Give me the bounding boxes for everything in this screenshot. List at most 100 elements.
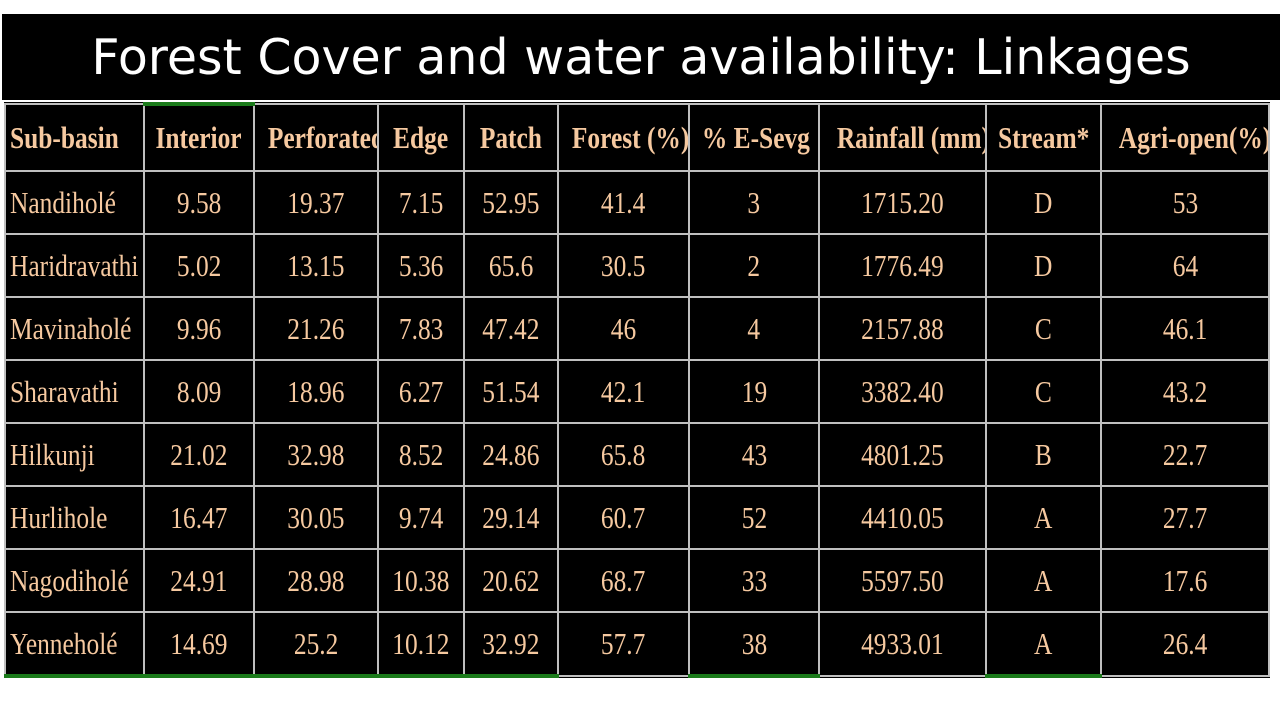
cell-edge: 10.38 xyxy=(377,548,465,613)
cell-perforated: 28.98 xyxy=(253,548,379,613)
col-header-edge: Edge xyxy=(377,103,465,172)
cell-forest: 57.7 xyxy=(557,611,690,677)
cell-rainfall: 3382.40 xyxy=(818,359,987,424)
cell-agri-open: 22.7 xyxy=(1100,422,1270,487)
cell-edge: 7.83 xyxy=(377,296,465,361)
cell-stream: A xyxy=(985,485,1102,550)
cell-stream: D xyxy=(985,170,1102,235)
cell-forest: 60.7 xyxy=(557,485,690,550)
cell-stream: A xyxy=(985,548,1102,613)
cell-patch: 32.92 xyxy=(463,611,559,678)
cell-patch: 20.62 xyxy=(463,548,559,613)
cell-stream: A xyxy=(985,611,1102,678)
col-header-e-sevg: % E-Sevg xyxy=(688,103,820,172)
cell-patch: 29.14 xyxy=(463,485,559,550)
cell-patch: 24.86 xyxy=(463,422,559,487)
table-row: Haridravathi 5.02 13.15 5.36 65.6 30.5 2… xyxy=(4,233,1270,298)
cell-patch: 51.54 xyxy=(463,359,559,424)
table-row: Nagodiholé 24.91 28.98 10.38 20.62 68.7 … xyxy=(4,548,1270,613)
cell-sub-basin: Nagodiholé xyxy=(4,548,145,613)
cell-rainfall: 1776.49 xyxy=(818,233,987,298)
cell-forest: 42.1 xyxy=(557,359,690,424)
col-header-perforated: Perforated xyxy=(253,103,379,172)
cell-perforated: 25.2 xyxy=(253,611,379,678)
table-row: Nandiholé 9.58 19.37 7.15 52.95 41.4 3 1… xyxy=(4,170,1270,235)
cell-patch: 47.42 xyxy=(463,296,559,361)
cell-edge: 7.15 xyxy=(377,170,465,235)
cell-stream: B xyxy=(985,422,1102,487)
cell-interior: 14.69 xyxy=(143,611,255,678)
cell-rainfall: 2157.88 xyxy=(818,296,987,361)
table-row: Hurlihole 16.47 30.05 9.74 29.14 60.7 52… xyxy=(4,485,1270,550)
cell-interior: 8.09 xyxy=(143,359,255,424)
cell-rainfall: 4410.05 xyxy=(818,485,987,550)
cell-sub-basin: Haridravathi xyxy=(4,233,145,298)
cell-interior: 16.47 xyxy=(143,485,255,550)
cell-patch: 52.95 xyxy=(463,170,559,235)
cell-interior: 24.91 xyxy=(143,548,255,613)
cell-perforated: 19.37 xyxy=(253,170,379,235)
cell-agri-open: 64 xyxy=(1100,233,1270,298)
cell-perforated: 30.05 xyxy=(253,485,379,550)
cell-e-sevg: 3 xyxy=(688,170,820,235)
cell-interior: 9.58 xyxy=(143,170,255,235)
cell-perforated: 13.15 xyxy=(253,233,379,298)
cell-forest: 41.4 xyxy=(557,170,690,235)
cell-e-sevg: 2 xyxy=(688,233,820,298)
cell-forest: 46 xyxy=(557,296,690,361)
cell-interior: 9.96 xyxy=(143,296,255,361)
cell-sub-basin: Hilkunji xyxy=(4,422,145,487)
cell-edge: 5.36 xyxy=(377,233,465,298)
cell-sub-basin: Hurlihole xyxy=(4,485,145,550)
cell-agri-open: 53 xyxy=(1100,170,1270,235)
table-row: Mavinaholé 9.96 21.26 7.83 47.42 46 4 21… xyxy=(4,296,1270,361)
data-table: Sub-basin Interior Perforated Edge Patch… xyxy=(4,102,1270,678)
cell-agri-open: 46.1 xyxy=(1100,296,1270,361)
cell-rainfall: 1715.20 xyxy=(818,170,987,235)
cell-agri-open: 17.6 xyxy=(1100,548,1270,613)
col-header-agri-open: Agri-open(%) xyxy=(1100,103,1270,172)
title-bar: Forest Cover and water availability: Lin… xyxy=(2,14,1280,100)
table-row: Sharavathi 8.09 18.96 6.27 51.54 42.1 19… xyxy=(4,359,1270,424)
cell-sub-basin: Sharavathi xyxy=(4,359,145,424)
table-row: Yenneholé 14.69 25.2 10.12 32.92 57.7 38… xyxy=(4,611,1270,678)
col-header-forest: Forest (%) xyxy=(557,103,690,172)
cell-e-sevg: 4 xyxy=(688,296,820,361)
cell-agri-open: 43.2 xyxy=(1100,359,1270,424)
cell-forest: 65.8 xyxy=(557,422,690,487)
col-header-interior: Interior xyxy=(143,102,255,172)
cell-e-sevg: 19 xyxy=(688,359,820,424)
cell-sub-basin: Mavinaholé xyxy=(4,296,145,361)
cell-e-sevg: 43 xyxy=(688,422,820,487)
cell-forest: 68.7 xyxy=(557,548,690,613)
cell-stream: D xyxy=(985,233,1102,298)
cell-edge: 6.27 xyxy=(377,359,465,424)
cell-edge: 10.12 xyxy=(377,611,465,678)
cell-agri-open: 26.4 xyxy=(1100,611,1270,677)
cell-interior: 5.02 xyxy=(143,233,255,298)
cell-e-sevg: 38 xyxy=(688,611,820,678)
cell-perforated: 32.98 xyxy=(253,422,379,487)
col-header-rainfall: Rainfall (mm) xyxy=(818,103,987,172)
table-row: Hilkunji 21.02 32.98 8.52 24.86 65.8 43 … xyxy=(4,422,1270,487)
cell-stream: C xyxy=(985,296,1102,361)
cell-e-sevg: 52 xyxy=(688,485,820,550)
col-header-sub-basin: Sub-basin xyxy=(4,103,145,172)
cell-perforated: 21.26 xyxy=(253,296,379,361)
cell-edge: 8.52 xyxy=(377,422,465,487)
slide-title: Forest Cover and water availability: Lin… xyxy=(91,28,1191,86)
cell-perforated: 18.96 xyxy=(253,359,379,424)
cell-agri-open: 27.7 xyxy=(1100,485,1270,550)
cell-forest: 30.5 xyxy=(557,233,690,298)
cell-rainfall: 4801.25 xyxy=(818,422,987,487)
cell-patch: 65.6 xyxy=(463,233,559,298)
cell-e-sevg: 33 xyxy=(688,548,820,613)
header-row: Sub-basin Interior Perforated Edge Patch… xyxy=(4,102,1270,172)
cell-stream: C xyxy=(985,359,1102,424)
col-header-patch: Patch xyxy=(463,103,559,172)
cell-rainfall: 5597.50 xyxy=(818,548,987,613)
cell-sub-basin: Nandiholé xyxy=(4,170,145,235)
cell-interior: 21.02 xyxy=(143,422,255,487)
cell-edge: 9.74 xyxy=(377,485,465,550)
